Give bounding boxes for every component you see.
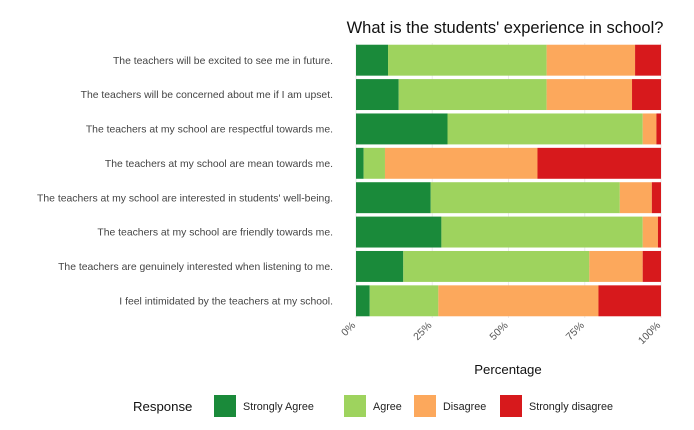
bar-segment-strongly-disagree — [642, 250, 661, 282]
bar-segment-strongly-disagree — [657, 216, 661, 248]
legend-key — [500, 395, 522, 417]
bar-segment-agree — [447, 113, 643, 145]
category-label: I feel intimidated by the teachers at my… — [119, 296, 333, 307]
x-tick-label: 75% — [564, 320, 586, 342]
bar-segment-disagree — [642, 113, 657, 145]
x-tick-label: 50% — [488, 320, 510, 342]
bar-segment-strongly-agree — [356, 113, 448, 145]
category-label: The teachers at my school are interested… — [37, 193, 333, 204]
category-labels: The teachers will be excited to see me i… — [37, 56, 333, 308]
bar-segment-strongly-disagree — [635, 44, 661, 76]
legend-title: Response — [133, 399, 192, 414]
bar-segment-strongly-agree — [356, 285, 370, 317]
legend-label: Strongly disagree — [529, 401, 613, 413]
bar-segment-strongly-disagree — [598, 285, 661, 317]
bar-segment-strongly-agree — [356, 79, 399, 111]
x-tick-label: 25% — [412, 320, 434, 342]
legend-label: Strongly Agree — [243, 401, 314, 413]
bars-layer — [356, 44, 661, 317]
legend: Response Strongly Agree Agree Disagree Stro… — [133, 395, 613, 417]
legend-key — [344, 395, 366, 417]
bar-segment-disagree — [546, 44, 636, 76]
bar-segment-agree — [369, 285, 439, 317]
chart-title: What is the students' experience in scho… — [347, 19, 664, 37]
bar-segment-disagree — [589, 250, 643, 282]
category-label: The teachers at my school are mean towar… — [105, 159, 333, 170]
bar-segment-disagree — [438, 285, 599, 317]
bar-segment-disagree — [546, 79, 633, 111]
bar-segment-strongly-agree — [356, 147, 364, 179]
bar-segment-strongly-agree — [356, 44, 389, 76]
legend-key — [214, 395, 236, 417]
bar-segment-strongly-disagree — [537, 147, 661, 179]
category-label: The teachers at my school are friendly t… — [97, 228, 333, 239]
bar-segment-agree — [363, 147, 385, 179]
bar-segment-agree — [388, 44, 547, 76]
category-label: The teachers are genuinely interested wh… — [58, 262, 333, 273]
legend-label: Disagree — [443, 401, 486, 413]
bar-segment-strongly-disagree — [632, 79, 661, 111]
legend-label: Agree — [373, 401, 402, 413]
bar-segment-agree — [403, 250, 590, 282]
x-tick-labels: 0% 25% 50% 75% 100% — [340, 320, 663, 347]
bar-segment-strongly-disagree — [656, 113, 661, 145]
bar-segment-strongly-disagree — [651, 182, 661, 214]
x-tick-label: 100% — [637, 320, 664, 347]
category-label: The teachers will be excited to see me i… — [113, 56, 333, 67]
category-label: The teachers at my school are respectful… — [86, 125, 333, 136]
x-axis-title: Percentage — [474, 362, 541, 377]
bar-segment-disagree — [619, 182, 652, 214]
bar-segment-strongly-agree — [356, 250, 404, 282]
bar-segment-strongly-agree — [356, 216, 442, 248]
legend-key — [414, 395, 436, 417]
bar-segment-disagree — [384, 147, 538, 179]
bar-segment-agree — [398, 79, 547, 111]
bar-segment-agree — [430, 182, 620, 214]
bar-segment-strongly-agree — [356, 182, 431, 214]
category-label: The teachers will be concerned about me … — [81, 90, 333, 101]
x-tick-label: 0% — [340, 320, 358, 338]
bar-segment-agree — [441, 216, 643, 248]
bar-segment-disagree — [642, 216, 658, 248]
